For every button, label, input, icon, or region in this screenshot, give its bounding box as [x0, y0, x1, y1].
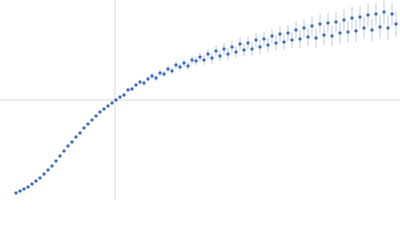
data-point: [34, 179, 38, 183]
data-point: [150, 74, 154, 78]
data-point: [18, 189, 22, 193]
data-point: [226, 52, 230, 56]
data-point: [222, 47, 226, 51]
data-point: [54, 159, 58, 163]
data-point: [390, 12, 394, 16]
data-point: [62, 149, 66, 153]
data-point: [170, 69, 174, 73]
data-point: [242, 48, 246, 52]
data-point: [266, 43, 270, 47]
data-point: [338, 31, 342, 35]
data-point: [322, 33, 326, 37]
data-point: [162, 72, 166, 76]
data-point: [306, 35, 310, 39]
data-point: [318, 22, 322, 26]
data-point: [106, 104, 110, 108]
data-point: [90, 118, 94, 122]
data-point: [58, 154, 62, 158]
data-point: [334, 20, 338, 24]
data-point: [278, 32, 282, 36]
data-point: [98, 110, 102, 114]
data-point: [210, 56, 214, 60]
data-point: [302, 26, 306, 30]
data-point: [110, 101, 114, 105]
data-point: [138, 80, 142, 84]
data-point: [86, 122, 90, 126]
data-point: [262, 37, 266, 41]
data-point: [134, 83, 138, 87]
chart: [0, 0, 400, 200]
data-point: [294, 28, 298, 32]
data-point: [42, 172, 46, 176]
data-point: [50, 164, 54, 168]
data-point: [74, 135, 78, 139]
data-point: [282, 40, 286, 44]
data-point: [194, 59, 198, 63]
data-point: [190, 58, 194, 62]
data-point: [382, 10, 386, 14]
data-point: [326, 21, 330, 25]
data-point: [70, 140, 74, 144]
data-point: [366, 13, 370, 17]
data-point: [238, 42, 242, 46]
data-point: [130, 87, 134, 91]
data-point: [358, 15, 362, 19]
data-point: [270, 34, 274, 38]
data-point: [122, 93, 126, 97]
data-point: [22, 187, 26, 191]
data-point: [206, 52, 210, 56]
data-point: [370, 28, 374, 32]
data-point: [178, 65, 182, 69]
data-point: [198, 55, 202, 59]
data-point: [274, 41, 278, 45]
data-point: [102, 107, 106, 111]
data-point: [26, 185, 30, 189]
data-point: [378, 25, 382, 29]
data-point: [350, 16, 354, 20]
data-point: [254, 38, 258, 42]
data-point: [142, 81, 146, 85]
data-point: [298, 37, 302, 41]
data-point: [30, 182, 34, 186]
data-point: [218, 54, 222, 58]
data-point: [290, 38, 294, 42]
data-point: [114, 98, 118, 102]
data-point: [186, 64, 190, 68]
data-point: [202, 58, 206, 62]
data-point: [14, 191, 18, 195]
data-point: [394, 22, 398, 26]
data-point: [174, 63, 178, 67]
data-point: [94, 114, 98, 118]
page: {"chart_data": {"type": "scatter", "colo…: [0, 0, 400, 200]
data-point: [182, 61, 186, 65]
data-point: [386, 26, 390, 30]
data-point: [310, 24, 314, 28]
data-point: [38, 176, 42, 180]
data-point: [154, 76, 158, 80]
data-point: [78, 131, 82, 135]
data-point: [250, 47, 254, 51]
data-point: [214, 49, 218, 53]
data-point: [342, 18, 346, 22]
data-point: [330, 34, 334, 38]
data-point: [158, 71, 162, 75]
data-point: [230, 45, 234, 49]
data-point: [314, 36, 318, 40]
data-point: [166, 67, 170, 71]
data-point: [66, 144, 70, 148]
data-point: [126, 88, 130, 92]
data-point: [354, 29, 358, 33]
data-point: [362, 26, 366, 30]
data-point: [46, 168, 50, 172]
data-point: [246, 41, 250, 45]
data-point: [118, 95, 122, 99]
data-point: [82, 126, 86, 130]
data-point: [234, 50, 238, 54]
data-point: [346, 30, 350, 34]
data-point: [146, 77, 150, 81]
data-point: [258, 45, 262, 49]
data-point: [286, 31, 290, 35]
data-point: [374, 12, 378, 16]
